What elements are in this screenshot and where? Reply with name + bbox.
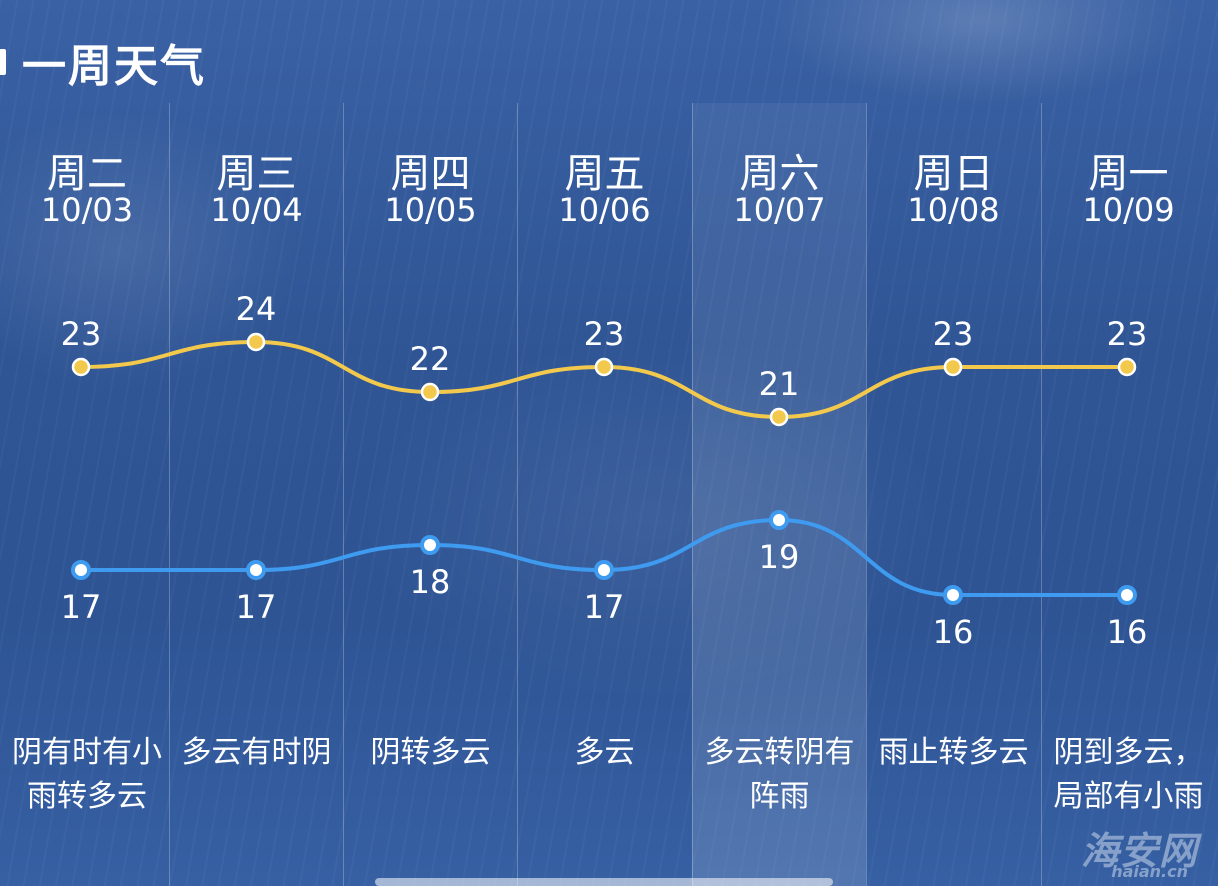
day-name: 周二 [47, 151, 127, 197]
header-accent-bar [0, 49, 6, 75]
page-title: 一周天气 [22, 41, 206, 92]
watermark-logo: 海安网 [1080, 829, 1198, 873]
day-name: 周一 [1088, 151, 1169, 197]
day-date: 10/09 [1082, 191, 1175, 229]
weather-description: 雨止转多云 [878, 735, 1029, 770]
forecast-grid: 周二 10/03 阴有时有小雨转多云 周三 10/04 多云有时阴 周四 10/… [0, 103, 1218, 886]
weather-description: 多云 [574, 735, 635, 770]
weather-description: 阴到多云，局部有小雨 [1053, 735, 1204, 814]
weather-description: 多云转阴有阵雨 [704, 735, 855, 814]
weather-description: 多云有时阴 [181, 735, 332, 770]
day-column[interactable]: 周五 10/06 多云 [517, 103, 691, 886]
day-column[interactable]: 周二 10/03 阴有时有小雨转多云 [0, 103, 174, 886]
day-name: 周六 [739, 151, 820, 197]
day-column[interactable]: 周四 10/05 阴转多云 [343, 103, 517, 886]
day-name: 周日 [913, 151, 994, 197]
weather-description: 阴转多云 [370, 735, 491, 770]
day-column[interactable]: 周三 10/04 多云有时阴 [169, 103, 343, 886]
watermark-domain: haian.cn [1111, 862, 1188, 881]
day-name: 周三 [216, 151, 297, 197]
section-header: 一周天气 [0, 22, 206, 102]
day-date: 10/06 [558, 191, 651, 229]
day-column[interactable]: 周日 10/08 雨止转多云 [866, 103, 1040, 886]
day-name: 周四 [390, 151, 471, 197]
day-date: 10/08 [907, 191, 1000, 229]
day-date: 10/07 [733, 191, 826, 229]
scroll-indicator[interactable] [375, 878, 833, 886]
day-column-highlighted[interactable]: 周六 10/07 多云转阴有阵雨 [692, 103, 866, 886]
day-date: 10/03 [40, 191, 134, 229]
weather-description: 阴有时有小雨转多云 [12, 735, 162, 814]
day-name: 周五 [564, 151, 645, 197]
day-column[interactable]: 周一 10/09 阴到多云，局部有小雨 [1041, 103, 1215, 886]
day-date: 10/04 [210, 191, 303, 229]
day-date: 10/05 [384, 191, 477, 229]
